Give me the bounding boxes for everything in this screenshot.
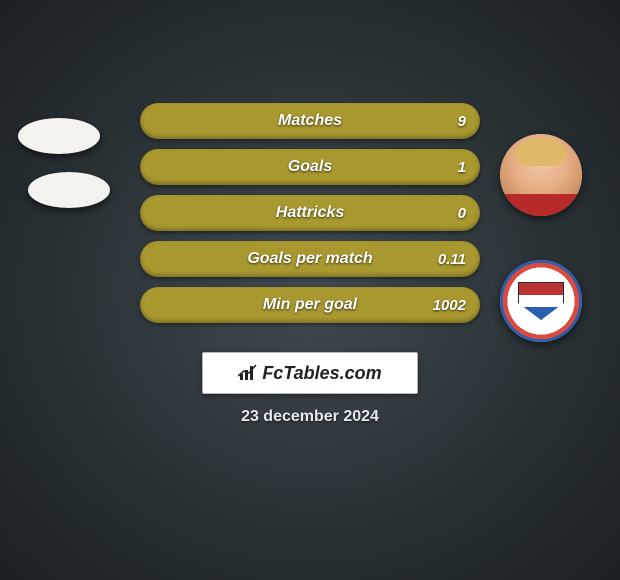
stat-value-right: 0 xyxy=(458,205,466,222)
stat-bar-right: 0.11 xyxy=(140,241,480,277)
player1-avatar-placeholder xyxy=(18,118,100,154)
stat-value-right: 9 xyxy=(458,113,466,130)
stat-value-right: 0.11 xyxy=(438,251,466,268)
player2-club-badge xyxy=(500,260,582,342)
player2-avatar xyxy=(500,134,582,216)
stat-value-right: 1002 xyxy=(433,297,466,314)
jersey-icon xyxy=(500,194,582,216)
stat-bar-right: 9 xyxy=(140,103,480,139)
shield-icon xyxy=(518,282,564,320)
stat-bar-right: 1002 xyxy=(140,287,480,323)
club-badge-icon xyxy=(500,260,582,342)
brand-logo: FcTables.com xyxy=(202,352,418,394)
stat-value-right: 1 xyxy=(458,159,466,176)
comparison-infographic: Ole Pohlmann vs Johannes Geis Club compe… xyxy=(0,0,620,580)
player-face-icon xyxy=(500,134,582,216)
brand-text: FcTables.com xyxy=(262,363,381,384)
date-text: 23 december 2024 xyxy=(241,408,379,426)
stat-bar-right: 0 xyxy=(140,195,480,231)
stat-bar-right: 1 xyxy=(140,149,480,185)
bar-chart-icon xyxy=(238,364,258,382)
player1-club-placeholder xyxy=(28,172,110,208)
